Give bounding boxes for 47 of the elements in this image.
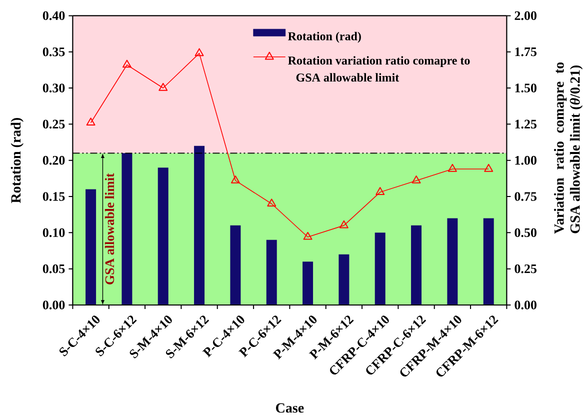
bar [338, 254, 350, 305]
y2-tick-label: 1.00 [515, 156, 536, 165]
bar [483, 218, 494, 305]
bar [374, 232, 386, 305]
y2-tick-label: 1.25 [515, 120, 536, 129]
y-tick-label: 0.15 [42, 192, 65, 201]
y2-tick-label: 1.50 [515, 84, 536, 92]
point [484, 164, 494, 172]
bar [194, 146, 205, 305]
point [267, 198, 276, 207]
y-tick-label: 0.20 [42, 156, 65, 165]
point [339, 220, 348, 228]
bar [447, 218, 458, 305]
legend-label: Rotation variation ratio comapre to GSA allowable limit [288, 56, 470, 82]
y2-tick-label: 0.75 [514, 192, 536, 201]
y-tick-label: 0.00 [42, 300, 65, 310]
y-tick-label: 0.25 [42, 120, 65, 129]
bar [158, 168, 168, 305]
band-label: GSA allowable limit [104, 173, 114, 284]
y-tick-label: 0.10 [42, 228, 65, 238]
point [448, 164, 457, 172]
y2-tick-label: 0.50 [514, 228, 536, 238]
bar [411, 225, 422, 305]
bar [230, 225, 241, 305]
point [194, 48, 204, 56]
point [412, 175, 421, 184]
bar [302, 262, 314, 305]
bar [122, 153, 132, 305]
point [230, 175, 240, 184]
bar [266, 240, 277, 305]
y2-tick-label: 0.00 [514, 300, 536, 310]
y2-tick-label: 0.25 [514, 264, 536, 274]
y2-tick-label: 1.75 [515, 47, 536, 56]
point [376, 187, 385, 195]
y2-tick-label: 2.00 [514, 11, 536, 20]
y-tick-label: 0.30 [42, 84, 65, 92]
y-tick-label: 0.40 [42, 11, 65, 20]
y-tick-label: 0.35 [42, 47, 65, 56]
point [86, 118, 96, 126]
y-tick-label: 0.05 [42, 264, 65, 274]
point [158, 82, 168, 91]
bar [86, 189, 96, 305]
legend-label: Rotation (rad) [288, 32, 361, 43]
point [303, 232, 312, 240]
y-axis-title: Rotation (rad) [10, 118, 24, 204]
point [122, 60, 132, 68]
x-axis-title: Case [276, 403, 304, 413]
